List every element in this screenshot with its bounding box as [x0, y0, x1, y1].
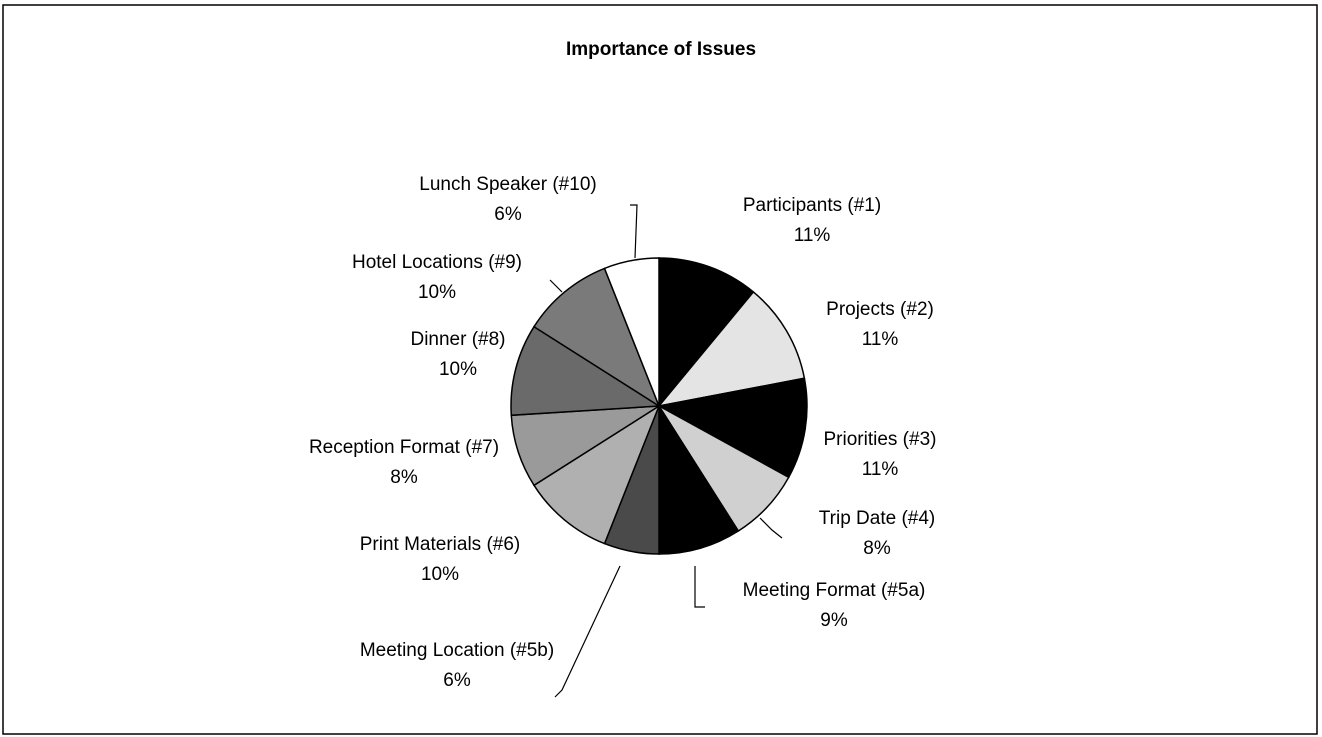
slice-label: Hotel Locations (#9) 10% — [317, 248, 557, 308]
leader-line — [630, 204, 638, 259]
leader-line — [549, 279, 563, 293]
slice-label: Projects (#2) 11% — [780, 295, 980, 355]
pie-slice — [657, 290, 806, 408]
value-label: 11% — [861, 459, 899, 480]
value-label: 6% — [443, 670, 471, 691]
leader-lines — [549, 204, 783, 698]
value-label: 10% — [417, 282, 457, 303]
category-label: Lunch Speaker (#10) — [419, 174, 597, 195]
pie-slice — [603, 257, 660, 407]
pie-slice — [533, 267, 661, 408]
category-label: Meeting Format (#5a) — [742, 580, 926, 601]
slice-label: Participants (#1) 11% — [692, 191, 932, 251]
value-label: 9% — [820, 610, 848, 631]
slice-label: Meeting Format (#5a) 9% — [704, 576, 964, 636]
value-label: 10% — [420, 564, 460, 585]
slice-label: Lunch Speaker (#10) 6% — [388, 170, 628, 230]
pie-slice — [510, 325, 662, 417]
value-label: 6% — [494, 204, 522, 225]
leader-line — [554, 565, 621, 698]
value-label: 8% — [863, 538, 891, 559]
slice-label: Reception Format (#7) 8% — [299, 433, 509, 493]
category-label: Projects (#2) — [826, 299, 934, 320]
value-label: 8% — [390, 467, 418, 488]
slice-label: Priorities (#3) 11% — [780, 425, 980, 485]
slice-label: Trip Date (#4) 8% — [777, 504, 977, 564]
category-label: Dinner (#8) — [410, 329, 506, 350]
category-label: Participants (#1) — [742, 195, 882, 216]
value-label: 10% — [438, 359, 478, 380]
category-label: Trip Date (#4) — [818, 508, 936, 529]
pie-slice — [656, 377, 808, 479]
slice-label: Meeting Location (#5b) 6% — [357, 636, 557, 696]
category-label: Hotel Locations (#9) — [351, 252, 523, 273]
pie-slice — [658, 257, 755, 409]
pie — [510, 257, 808, 555]
slice-label: Dinner (#8) 10% — [358, 325, 558, 385]
category-label: Priorities (#3) — [823, 429, 937, 450]
leader-line — [694, 566, 705, 608]
slice-label: Print Materials (#6) 10% — [320, 530, 560, 590]
chart-title: Importance of Issues — [565, 39, 757, 60]
value-label: 11% — [793, 225, 831, 246]
chart-border — [2, 4, 1318, 735]
pie-slice — [658, 403, 740, 555]
category-label: Meeting Location (#5b) — [359, 640, 555, 661]
category-label: Reception Format (#7) — [308, 437, 500, 458]
leader-line — [759, 517, 783, 539]
pie-slice — [533, 404, 661, 545]
value-label: 11% — [861, 329, 899, 350]
category-label: Print Materials (#6) — [359, 534, 521, 555]
